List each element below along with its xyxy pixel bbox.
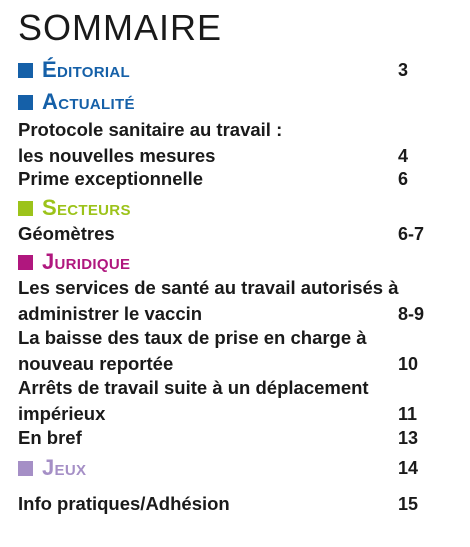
section-secteurs[interactable]: Secteurs <box>18 195 438 221</box>
section-actualite[interactable]: Actualité <box>18 89 438 115</box>
toc-entry[interactable]: Géomètres 6-7 <box>18 221 438 247</box>
section-marker-icon <box>18 460 33 476</box>
toc-entry[interactable]: Les services de santé au travail autoris… <box>18 275 438 327</box>
section-editorial[interactable]: Éditorial 3 <box>18 57 438 83</box>
page-number: 8-9 <box>398 304 425 324</box>
page-number: 10 <box>398 354 419 374</box>
entry-title-line: impérieux <box>18 403 106 424</box>
entry-title-line: nouveau reportée <box>18 353 174 374</box>
toc-entry[interactable]: Prime exceptionnelle 6 <box>18 166 438 192</box>
entry-title-line: les nouvelles mesures <box>18 145 216 166</box>
section-marker-icon <box>18 94 33 110</box>
entry-title-line: Protocole sanitaire au travail : <box>18 119 283 140</box>
section-marker-icon <box>18 62 33 78</box>
section-jeux[interactable]: Jeux 14 <box>18 455 438 481</box>
page-number: 11 <box>398 404 418 424</box>
toc-entry[interactable]: Info pratiques/Adhésion 15 <box>18 491 438 517</box>
entry-title-line: La baisse des taux de prise en charge à <box>18 327 367 348</box>
page-number: 6-7 <box>398 224 425 244</box>
entry-title-line: Prime exceptionnelle <box>18 168 204 189</box>
page-number: 13 <box>398 428 419 448</box>
toc-entry[interactable]: En bref 13 <box>18 425 438 451</box>
toc-entry[interactable]: Arrêts de travail suite à un déplacement… <box>18 375 438 427</box>
page-title: SOMMAIRE <box>18 7 223 48</box>
section-name: Secteurs <box>42 195 131 220</box>
entry-title-line: Arrêts de travail suite à un déplacement <box>18 377 369 398</box>
entry-title-line: administrer le vaccin <box>18 303 203 324</box>
section-name: Actualité <box>42 89 135 114</box>
entry-title-line: Info pratiques/Adhésion <box>18 493 230 514</box>
toc-entry[interactable]: Protocole sanitaire au travail : les nou… <box>18 117 438 169</box>
page-number: 6 <box>398 169 409 189</box>
section-marker-icon <box>18 254 33 270</box>
toc-entry[interactable]: La baisse des taux de prise en charge à … <box>18 325 438 377</box>
section-name: Éditorial <box>42 57 130 82</box>
page-number: 15 <box>398 494 419 514</box>
page-number: 14 <box>398 457 419 478</box>
page-number: 4 <box>398 146 409 166</box>
section-juridique[interactable]: Juridique <box>18 249 438 275</box>
entry-title-line: Géomètres <box>18 223 115 244</box>
entry-title-line: En bref <box>18 427 82 448</box>
section-name: Juridique <box>42 249 131 274</box>
section-name: Jeux <box>42 455 87 480</box>
entry-title-line: Les services de santé au travail autoris… <box>18 277 399 298</box>
section-marker-icon <box>18 200 33 216</box>
page-number: 3 <box>398 59 409 80</box>
